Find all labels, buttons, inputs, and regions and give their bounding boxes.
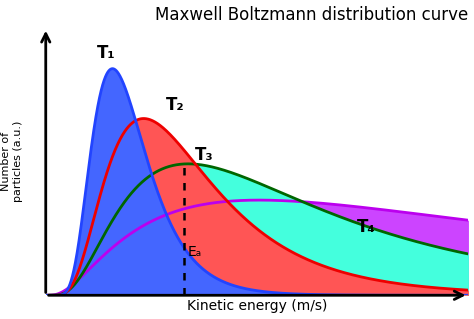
Text: T₄: T₄ xyxy=(357,218,375,236)
Text: T₁: T₁ xyxy=(97,44,115,62)
Text: Eₐ: Eₐ xyxy=(187,245,201,259)
Text: Number of
particles (a.u.): Number of particles (a.u.) xyxy=(1,121,23,202)
X-axis label: Kinetic energy (m/s): Kinetic energy (m/s) xyxy=(187,300,327,314)
Text: Maxwell Boltzmann distribution curve: Maxwell Boltzmann distribution curve xyxy=(155,5,468,24)
Text: T₂: T₂ xyxy=(165,96,184,114)
Text: T₃: T₃ xyxy=(194,146,213,164)
